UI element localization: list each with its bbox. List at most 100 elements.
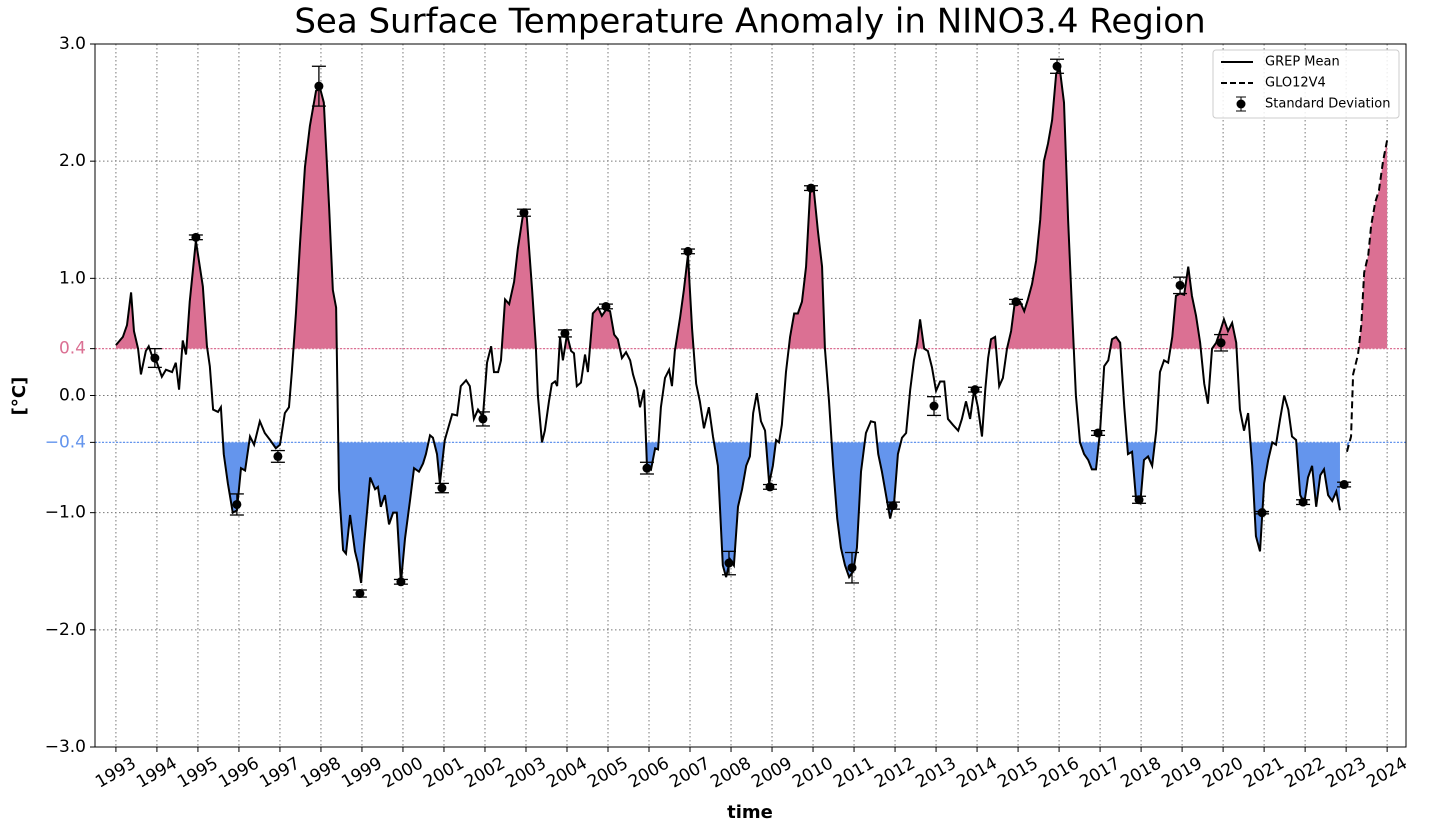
- chart-title: Sea Surface Temperature Anomaly in NINO3…: [294, 2, 1205, 42]
- error-bar: [721, 550, 736, 576]
- anomaly-fill: [1346, 140, 1388, 349]
- x-tick-label: 2013: [912, 754, 959, 793]
- error-bar: [1132, 495, 1147, 505]
- error-bar: [1091, 428, 1106, 438]
- legend-label: GREP Mean: [1265, 55, 1340, 70]
- error-bar: [1214, 333, 1229, 352]
- x-tick-label: 2000: [379, 754, 426, 793]
- y-axis-label: [°C]: [9, 377, 30, 416]
- error-bar: [557, 328, 572, 338]
- x-tick-label: 2009: [748, 754, 795, 793]
- error-bar-point: [396, 577, 406, 587]
- error-bar: [311, 65, 326, 107]
- error-bar: [886, 501, 900, 511]
- error-bar-point: [683, 246, 693, 256]
- error-bar: [475, 411, 490, 427]
- error-bar-point: [847, 563, 857, 573]
- error-bar: [434, 482, 449, 494]
- legend-symbol: [1236, 99, 1246, 109]
- y-tick-label: 1.0: [59, 268, 86, 288]
- y-tick-label: 2.0: [59, 151, 86, 171]
- error-bar: [1050, 58, 1065, 74]
- x-tick-label: 2006: [625, 754, 672, 793]
- x-tick-label: 1995: [174, 754, 221, 793]
- error-bar-point: [1216, 338, 1226, 348]
- error-bar-point: [601, 301, 611, 311]
- error-bar-point: [724, 558, 734, 568]
- x-tick-label: 1997: [256, 754, 303, 793]
- x-tick-label: 2016: [1035, 754, 1082, 793]
- x-tick-label: 2018: [1117, 754, 1164, 793]
- legend-label: Standard Deviation: [1265, 97, 1390, 112]
- error-bar: [1173, 276, 1188, 295]
- error-bar-point: [519, 208, 529, 218]
- error-bar-point: [191, 232, 201, 242]
- error-bar: [1337, 480, 1352, 490]
- x-tick-label: 1998: [297, 754, 344, 793]
- plot-frame: [94, 43, 1407, 748]
- error-bar: [844, 551, 859, 584]
- x-tick-label: 2020: [1199, 754, 1246, 793]
- error-bar-point: [1052, 61, 1062, 71]
- error-bar: [1009, 297, 1024, 307]
- x-tick-label: 1994: [133, 754, 180, 793]
- error-bar-point: [314, 81, 324, 91]
- error-bar: [188, 232, 203, 242]
- error-bar: [1296, 497, 1311, 507]
- x-tick-label: 2003: [502, 754, 549, 793]
- error-bar-point: [150, 353, 160, 363]
- error-bar-point: [888, 501, 898, 511]
- y-tick-label: 0.0: [59, 386, 86, 406]
- legend-box: [1212, 49, 1400, 119]
- error-bar-point: [642, 463, 652, 473]
- x-tick-label: 2019: [1158, 754, 1205, 793]
- error-bar-point: [1011, 297, 1021, 307]
- x-tick-label: 2002: [461, 754, 508, 793]
- error-bar-point: [1339, 480, 1349, 490]
- x-tick-label: 2022: [1281, 754, 1328, 793]
- x-tick-label: 2023: [1322, 754, 1369, 793]
- y-tick-label: −2.0: [45, 620, 86, 640]
- error-bar-point: [1134, 495, 1144, 505]
- x-tick-label: 1996: [215, 754, 262, 793]
- error-bar: [968, 385, 983, 395]
- error-bar: [1255, 508, 1270, 518]
- x-tick-label: 2010: [789, 754, 836, 793]
- error-bar-point: [560, 328, 570, 338]
- error-bar-point: [765, 482, 775, 492]
- error-bar: [270, 449, 285, 463]
- error-bar: [147, 347, 162, 369]
- error-bar-point: [970, 385, 980, 395]
- series-line: [1345, 139, 1389, 452]
- x-tick-label: 2011: [830, 754, 877, 793]
- error-bar: [516, 208, 531, 218]
- x-tick-label: 2012: [871, 754, 918, 793]
- error-bar-point: [355, 589, 365, 599]
- y-tick-label: −0.4: [45, 432, 86, 452]
- x-axis-label: time: [727, 802, 773, 823]
- y-tick-label: 0.4: [59, 339, 86, 359]
- x-tick-label: 2008: [707, 754, 754, 793]
- error-bar-point: [232, 499, 242, 509]
- legend-label: GLO12V4: [1265, 76, 1326, 91]
- x-tick-label: 1993: [92, 754, 139, 793]
- x-tick-label: 2004: [543, 754, 590, 793]
- anomaly-fill: [115, 442, 1340, 583]
- error-bar-point: [273, 451, 283, 461]
- x-tick-label: 2015: [994, 754, 1041, 793]
- x-tick-label: 2014: [953, 754, 1000, 793]
- error-bar: [352, 589, 367, 599]
- error-bar-point: [1257, 508, 1267, 518]
- x-tick-label: 2021: [1240, 754, 1287, 793]
- error-bar: [680, 246, 695, 256]
- y-tick-label: −1.0: [45, 503, 86, 523]
- error-bar: [639, 461, 654, 475]
- error-bar: [762, 482, 777, 492]
- error-bar-point: [478, 414, 488, 424]
- x-tick-label: 2024: [1363, 754, 1410, 793]
- error-bar: [598, 301, 613, 311]
- x-tick-label: 2005: [584, 754, 631, 793]
- x-tick-label: 2007: [666, 754, 713, 793]
- error-bar-point: [1298, 497, 1308, 507]
